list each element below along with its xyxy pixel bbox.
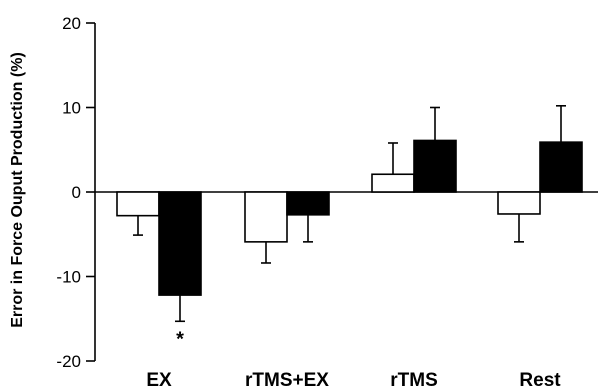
x-category-label: rTMS+EX <box>245 370 329 391</box>
bar-open-EX <box>116 191 160 217</box>
significance-marker: * <box>176 328 184 350</box>
x-category-label: EX <box>146 370 172 391</box>
bar-filled-rTMS+EX <box>286 191 330 216</box>
y-tick-label: 0 <box>72 183 81 202</box>
bar-open-rTMS+EX <box>244 191 288 243</box>
y-tick-label: 20 <box>62 14 81 33</box>
bar-filled-EX <box>158 191 202 296</box>
x-category-label: rTMS <box>390 370 438 391</box>
y-tick-label: -20 <box>56 352 81 371</box>
bar-filled-Rest <box>539 141 583 193</box>
y-tick-label: -10 <box>56 268 81 287</box>
bar-open-rTMS <box>371 173 415 193</box>
y-tick-label: 10 <box>62 99 81 118</box>
y-axis-title: Error in Force Ouput Production (%) <box>9 52 26 328</box>
bar-filled-rTMS <box>413 139 457 193</box>
bar-open-Rest <box>497 191 541 215</box>
x-category-label: Rest <box>519 370 561 391</box>
